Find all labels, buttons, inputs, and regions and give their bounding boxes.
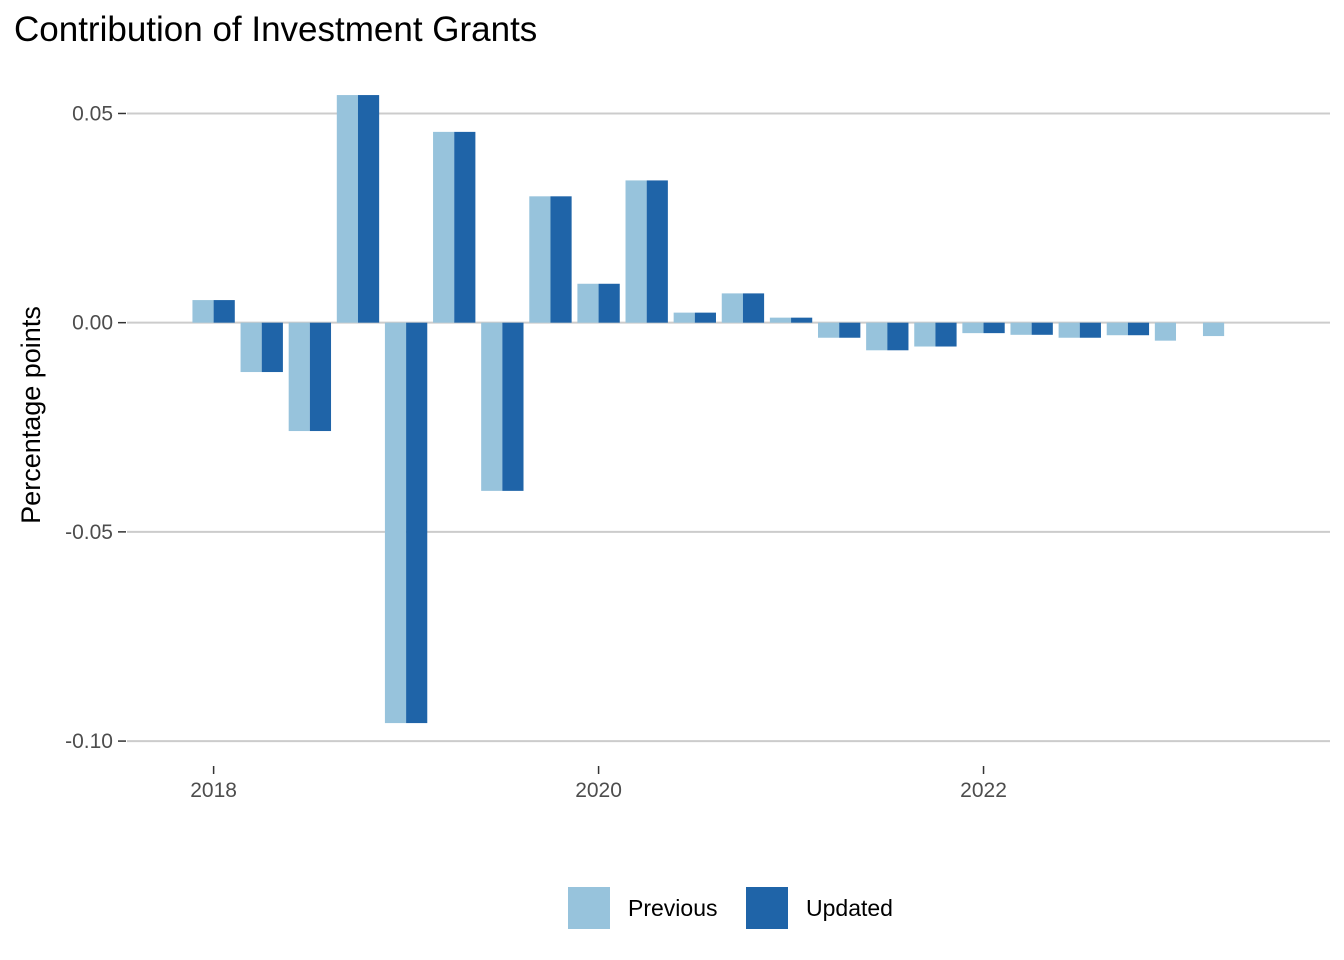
bar-updated: [694, 312, 716, 323]
bar-previous: [433, 131, 455, 323]
y-tick-label: -0.10: [65, 730, 113, 753]
x-tick-label: 2018: [190, 779, 237, 802]
bar-updated: [983, 322, 1005, 334]
x-axis: 2018 2020 2022: [190, 766, 1007, 802]
bar-updated: [887, 322, 909, 351]
bar-previous: [1106, 322, 1128, 336]
legend-swatch-previous: [568, 887, 610, 929]
bar-updated: [261, 322, 283, 373]
bar-previous: [529, 196, 551, 323]
bar-previous: [481, 322, 503, 491]
legend-label-previous: Previous: [628, 895, 717, 921]
bar-previous: [240, 322, 262, 373]
legend-swatch-updated: [746, 887, 788, 929]
bar-updated: [839, 322, 861, 338]
bar-previous: [577, 283, 599, 323]
bar-updated: [309, 322, 332, 432]
bars: [192, 95, 1225, 724]
bar-previous: [1202, 322, 1225, 337]
bar-updated: [646, 180, 668, 323]
x-tick-label: 2022: [960, 779, 1007, 802]
y-tick-label: -0.05: [65, 521, 113, 544]
bar-updated: [1031, 322, 1053, 335]
x-tick-label: 2020: [575, 779, 622, 802]
bar-updated: [454, 131, 476, 323]
bar-previous: [625, 180, 647, 323]
bar-updated: [791, 317, 813, 323]
y-axis-title: Percentage points: [16, 306, 46, 524]
bar-updated: [1079, 322, 1101, 338]
bar-updated: [935, 322, 957, 347]
bar-previous: [384, 322, 407, 724]
y-tick-label: 0.05: [72, 102, 113, 125]
bar-previous: [721, 293, 743, 323]
bar-previous: [769, 317, 792, 323]
legend-label-updated: Updated: [806, 895, 893, 921]
bar-updated: [357, 95, 380, 323]
bar-updated: [406, 322, 428, 724]
bar-previous: [962, 322, 984, 334]
bar-previous: [1010, 322, 1032, 335]
bar-previous: [1058, 322, 1080, 338]
chart-title: Contribution of Investment Grants: [14, 10, 538, 49]
bar-previous: [818, 322, 840, 338]
bar-updated: [502, 322, 524, 491]
bar-previous: [866, 322, 888, 351]
bar-updated: [550, 196, 572, 323]
bar-updated: [1127, 322, 1150, 336]
legend: Previous Updated: [568, 887, 893, 929]
bar-previous: [914, 322, 936, 347]
y-tick-label: 0.00: [72, 312, 113, 335]
bar-updated: [213, 300, 235, 323]
bar-previous: [336, 95, 358, 323]
bar-previous: [192, 300, 214, 323]
bar-previous: [288, 322, 310, 432]
bar-previous: [673, 312, 695, 323]
bar-previous: [1154, 322, 1177, 341]
y-axis: 0.05 0.00 -0.05 -0.10: [65, 102, 126, 753]
bar-updated: [598, 283, 620, 323]
bar-updated: [742, 293, 765, 323]
